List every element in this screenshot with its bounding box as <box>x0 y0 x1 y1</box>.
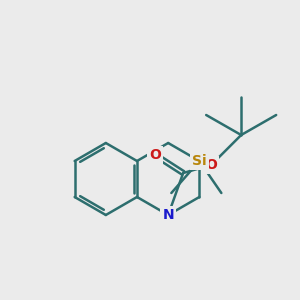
Text: O: O <box>205 158 217 172</box>
Text: Si: Si <box>192 154 207 168</box>
Text: O: O <box>149 148 161 162</box>
Text: N: N <box>162 208 174 222</box>
